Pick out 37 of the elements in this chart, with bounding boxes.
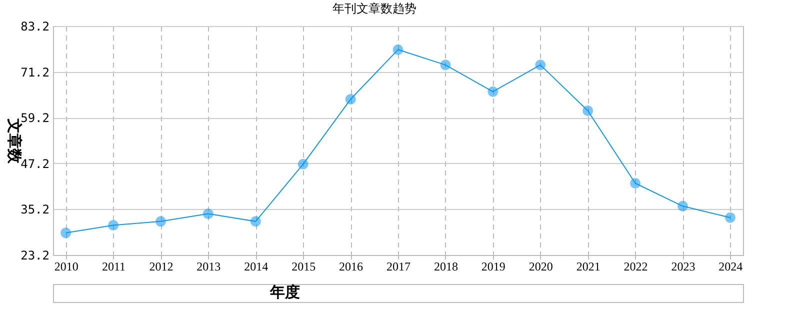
y-tick-label: 47.2 — [20, 156, 50, 171]
chart-title: 年刊文章数趋势 — [332, 2, 417, 16]
x-tick-label: 2018 — [434, 260, 458, 274]
point — [155, 216, 166, 227]
point — [298, 158, 308, 170]
x-axis-title: 年度 — [269, 283, 300, 301]
x-tick-label: 2019 — [481, 260, 506, 274]
point — [345, 94, 356, 105]
x-tick-label: 2022 — [624, 260, 648, 274]
point — [630, 178, 641, 188]
x-tick-label: 2017 — [386, 260, 410, 274]
point — [202, 208, 214, 220]
point — [250, 216, 261, 227]
x-tick-label: 2015 — [292, 260, 316, 274]
x-tick-label: 2020 — [528, 260, 553, 274]
x-tick-label: 2013 — [196, 260, 221, 274]
point — [582, 105, 594, 116]
x-tick-label: 2024 — [718, 260, 743, 274]
x-tick-label: 2023 — [671, 260, 696, 274]
x-tick-label: 2010 — [54, 260, 78, 274]
x-tick-label: 2012 — [149, 260, 174, 274]
x-tick-label: 2011 — [102, 260, 126, 274]
y-tick-label: 35.2 — [20, 202, 50, 217]
point — [724, 212, 736, 223]
point — [392, 44, 404, 55]
point — [677, 200, 688, 212]
y-tick-label: 83.2 — [20, 20, 50, 34]
y-tick-label: 23.2 — [20, 248, 50, 262]
point — [440, 60, 451, 70]
x-tick-label: 2021 — [576, 260, 600, 274]
point — [488, 86, 498, 97]
point — [60, 228, 72, 238]
point — [108, 220, 119, 230]
point — [535, 60, 546, 70]
y-tick-label: 71.2 — [20, 65, 50, 80]
x-tick-label: 2014 — [244, 260, 268, 274]
x-tick-label: 2016 — [339, 260, 364, 274]
